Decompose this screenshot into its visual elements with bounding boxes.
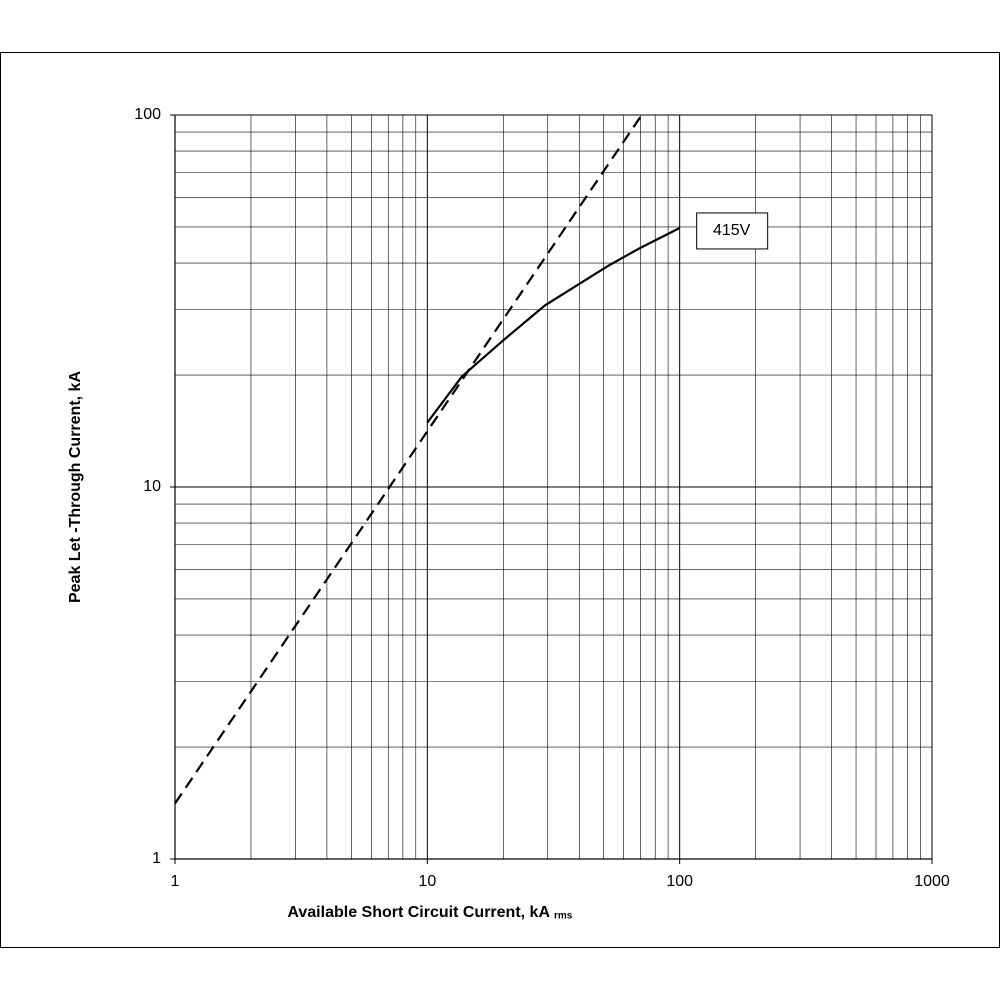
x-axis-title-sub: rms (554, 911, 573, 922)
x-tick-label: 10 (418, 873, 436, 890)
y-tick-label: 1 (152, 850, 161, 867)
series-line (426, 227, 681, 424)
frame (0, 52, 1000, 948)
x-tick-label: 100 (666, 873, 693, 890)
annotation-box (696, 212, 769, 250)
y-tick-label: 10 (143, 478, 161, 495)
x-tick-label: 1000 (914, 873, 950, 890)
annotation: 415V (713, 222, 751, 239)
x-tick-label: 1 (171, 873, 180, 890)
y-axis-title: Peak Let -Through Current, kA (67, 371, 84, 603)
y-tick-label: 100 (134, 106, 161, 123)
x-axis-title: Available Short Circuit Current, kA (287, 904, 550, 921)
series-line (175, 115, 643, 805)
